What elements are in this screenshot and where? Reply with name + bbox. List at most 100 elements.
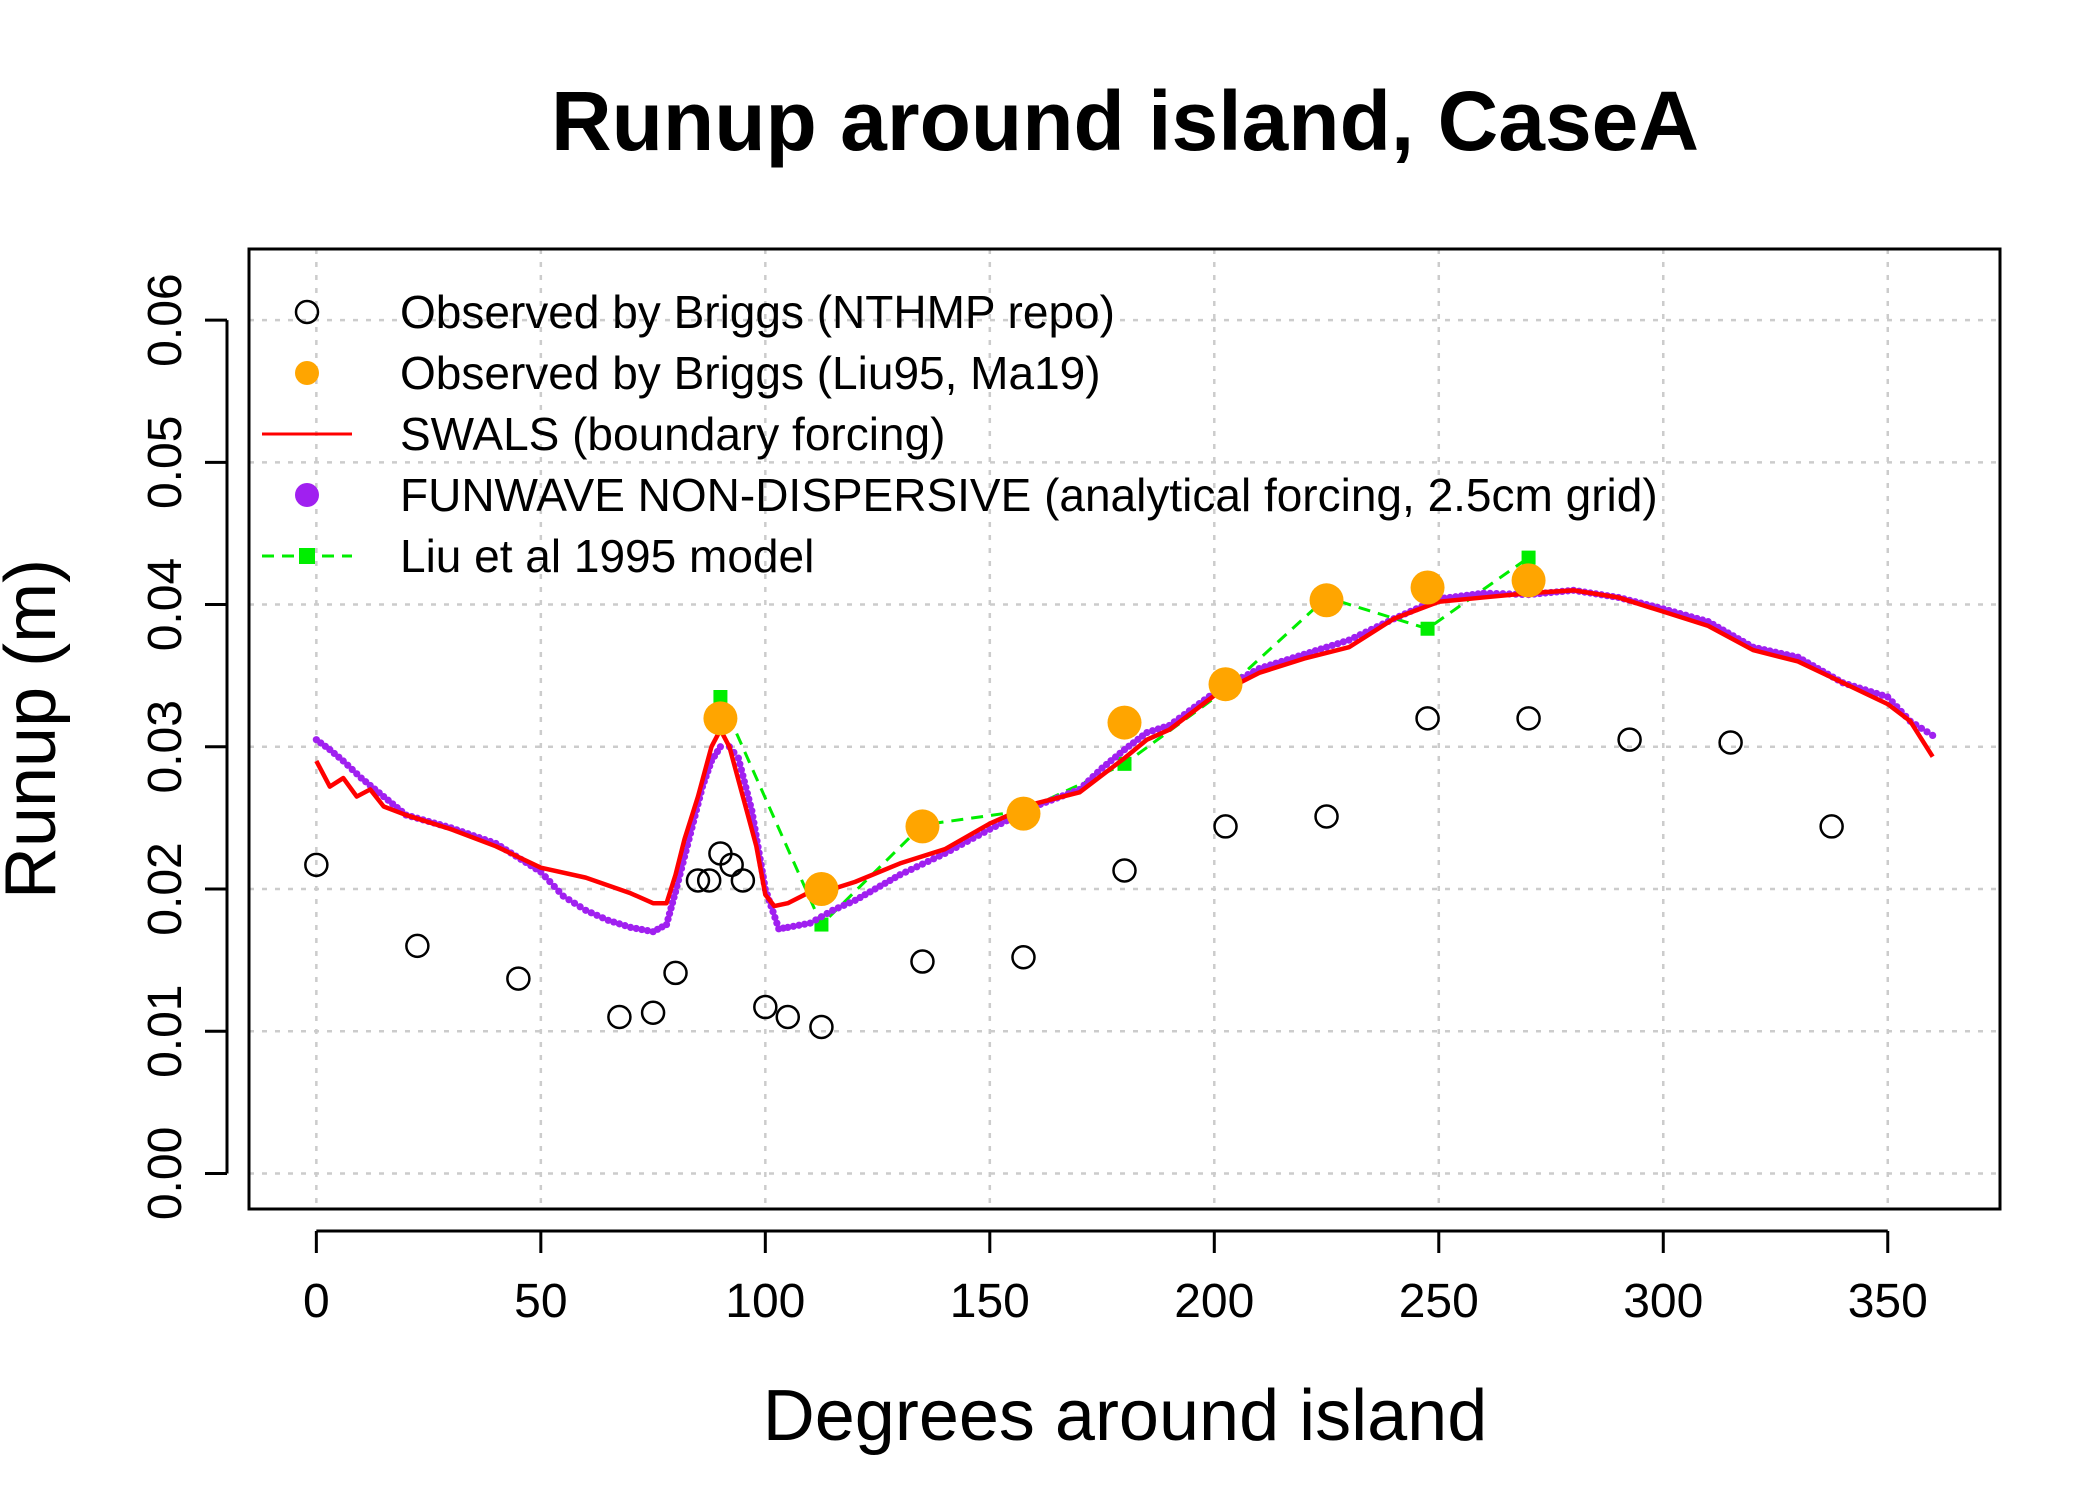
liu95-observed-point	[1309, 583, 1344, 618]
funwave-point	[924, 857, 932, 866]
axes: 0 50 100 150 200 250 300 350 0.00 0.01 0.02 0.03 0.0…	[139, 273, 1928, 1328]
liu95-observed-point	[905, 809, 940, 844]
nthmp-observed-point	[685, 868, 711, 893]
liu95-observed-point	[1208, 667, 1243, 702]
liu-model-point	[1521, 550, 1536, 565]
nthmp-observed-point	[809, 1014, 834, 1040]
funwave-point	[1339, 638, 1347, 646]
funwave-point	[930, 855, 938, 863]
liu95-observed-point	[804, 872, 839, 906]
nthmp-observed-point	[1617, 727, 1642, 752]
funwave-point	[913, 863, 921, 871]
funwave-point	[736, 760, 744, 768]
nthmp-observed-point	[405, 933, 430, 959]
nthmp-observed-point	[640, 1000, 666, 1025]
funwave-point	[671, 888, 680, 896]
funwave-point	[627, 923, 635, 932]
nthmp-observed-point	[304, 852, 329, 878]
funwave-point	[632, 924, 640, 933]
y-tick-label: 0.01	[139, 985, 192, 1078]
funwave-point	[823, 909, 831, 918]
funwave-point	[834, 904, 842, 912]
funwave-point	[789, 922, 797, 930]
y-axis-label: Runup (m)	[0, 559, 71, 899]
funwave-point	[1322, 643, 1331, 651]
nthmp-observed-point	[730, 868, 756, 893]
nthmp-observed-point	[1314, 804, 1339, 829]
x-tick-label: 150	[950, 1275, 1030, 1328]
nthmp-observed-point	[1516, 706, 1541, 731]
legend-label: Observed by Briggs (Liu95, Ma19)	[400, 347, 1101, 399]
funwave-point	[986, 825, 994, 833]
legend-label: Observed by Briggs (NTHMP repo)	[400, 286, 1115, 338]
funwave-point	[740, 777, 748, 786]
liu-model-point	[713, 690, 728, 704]
funwave-point	[746, 801, 754, 809]
funwave-point	[896, 871, 904, 879]
nthmp-observed-point	[663, 960, 688, 986]
funwave-point	[546, 878, 554, 886]
legend-swatch-nthmp	[294, 299, 320, 325]
funwave-point	[743, 789, 751, 797]
funwave-point	[1917, 724, 1926, 732]
funwave-point	[615, 920, 624, 928]
legend-swatch-liu-model-square	[299, 548, 315, 564]
liu95-observed-point	[1511, 563, 1546, 598]
funwave-point	[748, 807, 756, 815]
legend-label: FUNWAVE NON-DISPERSIVE (analytical forci…	[400, 469, 1658, 521]
funwave-point	[1872, 689, 1881, 698]
legend-swatch-liu95	[295, 361, 319, 385]
funwave-point	[667, 904, 675, 912]
funwave-point	[840, 901, 848, 909]
x-tick-label: 350	[1848, 1275, 1928, 1328]
funwave-point	[1093, 768, 1102, 776]
funwave-point	[541, 873, 549, 881]
funwave-point	[1334, 640, 1342, 648]
nthmp-observed-point	[775, 1004, 801, 1030]
y-tick-label: 0.02	[139, 842, 192, 935]
liu95-observed-point	[1006, 796, 1041, 831]
funwave-point	[845, 899, 854, 907]
plot-frame	[247, 247, 2002, 1211]
funwave-point	[559, 892, 567, 900]
funwave-point	[935, 852, 943, 860]
x-axis-label: Degrees around island	[763, 1376, 1487, 1456]
funwave-point	[745, 795, 753, 803]
funwave-point	[1143, 728, 1151, 737]
legend-label: Liu et al 1995 model	[400, 530, 814, 582]
grid-lines	[249, 249, 2000, 1209]
funwave-point	[907, 865, 915, 874]
nthmp-observed-point	[1718, 730, 1743, 755]
funwave-point	[1148, 727, 1157, 735]
funwave-point	[742, 783, 750, 791]
nthmp-observed-point	[910, 949, 935, 974]
funwave-point	[670, 893, 678, 901]
funwave-point	[598, 914, 607, 922]
nthmp-observed-point	[1112, 858, 1137, 883]
funwave-point	[1884, 693, 1892, 701]
funwave-point	[801, 920, 809, 928]
nthmp-observed-point	[1011, 945, 1036, 970]
y-tick-label: 0.00	[139, 1127, 192, 1220]
funwave-point	[550, 882, 558, 891]
funwave-point	[817, 913, 826, 921]
funwave-point	[1328, 641, 1336, 650]
liu95-observed-point	[1107, 705, 1142, 740]
legend-swatch-funwave	[295, 483, 319, 507]
funwave-point	[734, 754, 742, 762]
funwave-point	[587, 909, 595, 917]
legend-label: SWALS (boundary forcing)	[400, 408, 945, 460]
swals-line	[314, 588, 1935, 909]
series-layer	[304, 550, 1937, 1040]
funwave-point	[570, 899, 579, 907]
funwave-point	[1154, 725, 1162, 733]
y-tick-label: 0.04	[139, 558, 192, 651]
funwave-point	[593, 911, 601, 919]
chart-title: Runup around island, CaseA	[551, 74, 1699, 168]
x-tick-label: 100	[725, 1275, 805, 1328]
funwave-point	[1480, 589, 1488, 597]
nthmp-observed-point	[607, 1004, 632, 1030]
nthmp-observed-point	[506, 966, 531, 991]
nthmp-observed-point	[1213, 814, 1238, 839]
